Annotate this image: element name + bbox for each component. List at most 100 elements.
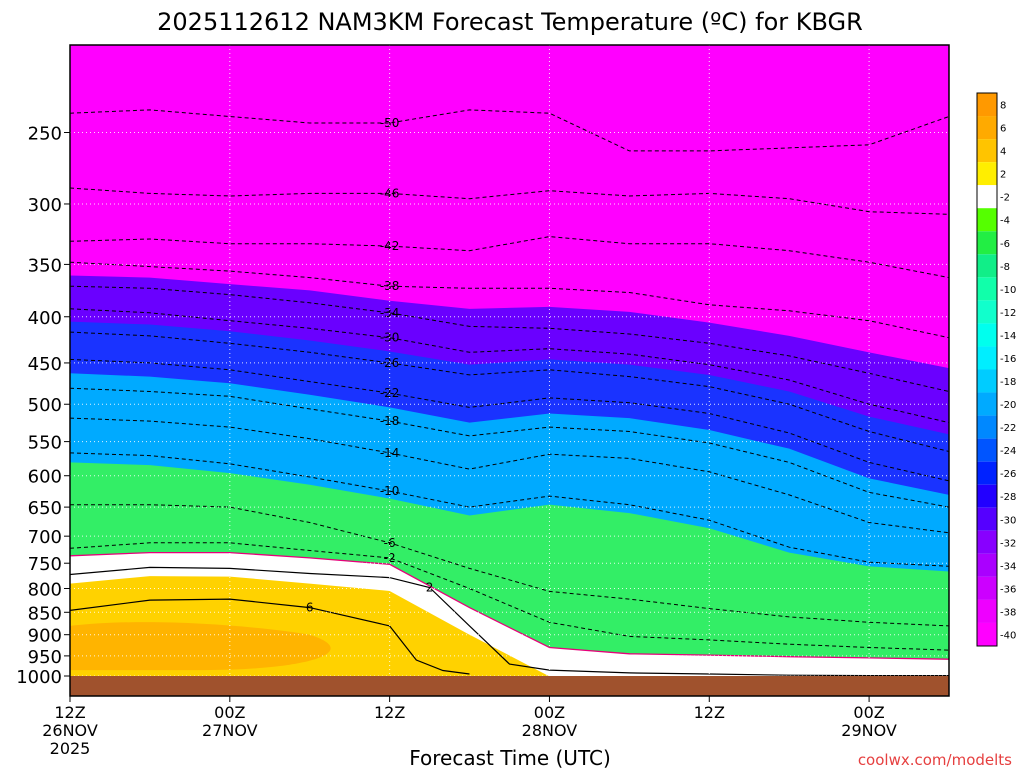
plot-frame — [69, 44, 950, 697]
colorbar-swatch — [977, 369, 997, 393]
colorbar-label: -36 — [1000, 584, 1016, 595]
colorbar-label: -24 — [1000, 446, 1016, 457]
colorbar-swatch — [977, 415, 997, 439]
y-tick-label: 300 — [28, 195, 62, 216]
x-tick-label: 00Z — [853, 703, 884, 722]
y-tick-label: 250 — [28, 123, 62, 144]
colorbar-swatch — [977, 599, 997, 623]
warm-contour-label: 6 — [306, 601, 314, 615]
y-tick-label: 700 — [28, 527, 62, 548]
colorbar-swatch — [977, 346, 997, 370]
colorbar-swatch — [977, 392, 997, 416]
colorbar-label: -20 — [1000, 400, 1016, 411]
y-tick-label: 900 — [28, 626, 62, 647]
isotherm--50 — [70, 109, 949, 152]
colorbar-label: 6 — [1000, 124, 1006, 135]
colorbar-swatch — [977, 553, 997, 577]
y-tick-label: 400 — [28, 308, 62, 329]
colorbar-label: -18 — [1000, 377, 1016, 388]
colorbar-swatch — [977, 185, 997, 209]
colorbar-frame — [976, 92, 998, 647]
warm-contour-2 — [70, 566, 949, 676]
x-tick-label: 00Z — [534, 703, 565, 722]
isotherm-label: -14 — [380, 446, 400, 460]
colorbar-swatch — [977, 622, 997, 646]
isotherm-label: -42 — [380, 239, 400, 253]
colorbar-swatch — [977, 254, 997, 278]
isotherm--26 — [70, 331, 949, 452]
warm-contour-6 — [70, 598, 470, 675]
colorbar-label: 4 — [1000, 147, 1006, 158]
colorbar-swatch — [977, 162, 997, 186]
isotherm--10 — [70, 452, 949, 567]
field-warm-core — [70, 622, 331, 671]
colorbar-label: -34 — [1000, 561, 1016, 572]
x-axis-title: Forecast Time (UTC) — [409, 746, 611, 768]
colorbar-label: -32 — [1000, 538, 1016, 549]
colorbar-label: 2 — [1000, 170, 1006, 181]
colorbar-swatch — [977, 576, 997, 600]
credit-text: coolwx.com/modelts — [858, 751, 1012, 768]
y-tick-label: 650 — [28, 498, 62, 519]
isotherm--34 — [70, 285, 949, 392]
x-tick-year: 2025 — [50, 739, 91, 758]
colorbar-swatch — [977, 461, 997, 485]
x-tick-date: 29NOV — [841, 721, 897, 740]
colorbar-swatch — [977, 116, 997, 140]
colorbar-label: -6 — [1000, 239, 1010, 250]
colorbar-swatch — [977, 507, 997, 531]
colorbar-swatch — [977, 139, 997, 163]
colorbar-label: 8 — [1000, 101, 1006, 112]
x-tick-label: 12Z — [374, 703, 405, 722]
colorbar-swatch — [977, 530, 997, 554]
colorbar-label: -14 — [1000, 331, 1016, 342]
colorbar-label: -28 — [1000, 492, 1016, 503]
y-tick-label: 600 — [28, 467, 62, 488]
x-tick-label: 00Z — [214, 703, 245, 722]
y-axis: 2503003504004505005506006507007508008509… — [16, 123, 70, 688]
x-tick-label: 12Z — [694, 703, 725, 722]
x-tick-date: 26NOV — [42, 721, 98, 740]
isotherm--30 — [70, 308, 949, 424]
colorbar-label: -4 — [1000, 216, 1010, 227]
warm-contour-label: 2 — [426, 581, 434, 595]
colorbar-label: -12 — [1000, 308, 1016, 319]
colorbar-swatch — [977, 208, 997, 232]
colorbar-swatch — [977, 438, 997, 462]
y-tick-label: 550 — [28, 433, 62, 454]
isotherm-label: -38 — [380, 279, 400, 293]
colorbar-label: -10 — [1000, 285, 1016, 296]
colorbar-label: -2 — [1000, 193, 1010, 204]
isotherm-label: -50 — [380, 116, 400, 130]
colorbar-swatch — [977, 300, 997, 324]
colorbar-label: -40 — [1000, 630, 1016, 641]
colorbar-label: -26 — [1000, 469, 1016, 480]
x-tick-date: 28NOV — [522, 721, 578, 740]
isotherm--2 — [70, 542, 949, 651]
y-tick-label: 950 — [28, 647, 62, 668]
isotherm--14 — [70, 417, 949, 534]
isotherm-label: -26 — [380, 356, 400, 370]
y-tick-label: 500 — [28, 395, 62, 416]
freezing-line — [70, 551, 949, 660]
y-tick-label: 350 — [28, 255, 62, 276]
isotherm--6 — [70, 504, 949, 627]
isotherm--22 — [70, 358, 949, 482]
y-tick-label: 450 — [28, 354, 62, 375]
isotherm--18 — [70, 387, 949, 508]
colorbar-label: -8 — [1000, 262, 1010, 273]
colorbar-label: -22 — [1000, 423, 1016, 434]
colorbar-swatch — [977, 93, 997, 117]
colorbar-label: -30 — [1000, 515, 1016, 526]
colorbar-swatch — [977, 231, 997, 255]
isotherm-label: -6 — [384, 536, 396, 550]
y-tick-label: 850 — [28, 603, 62, 624]
x-tick-date: 27NOV — [202, 721, 258, 740]
x-tick-label: 12Z — [54, 703, 85, 722]
colorbar-label: -38 — [1000, 607, 1016, 618]
y-tick-label: 800 — [28, 580, 62, 601]
colorbar-label: -16 — [1000, 354, 1016, 365]
temperature-field — [70, 45, 949, 676]
